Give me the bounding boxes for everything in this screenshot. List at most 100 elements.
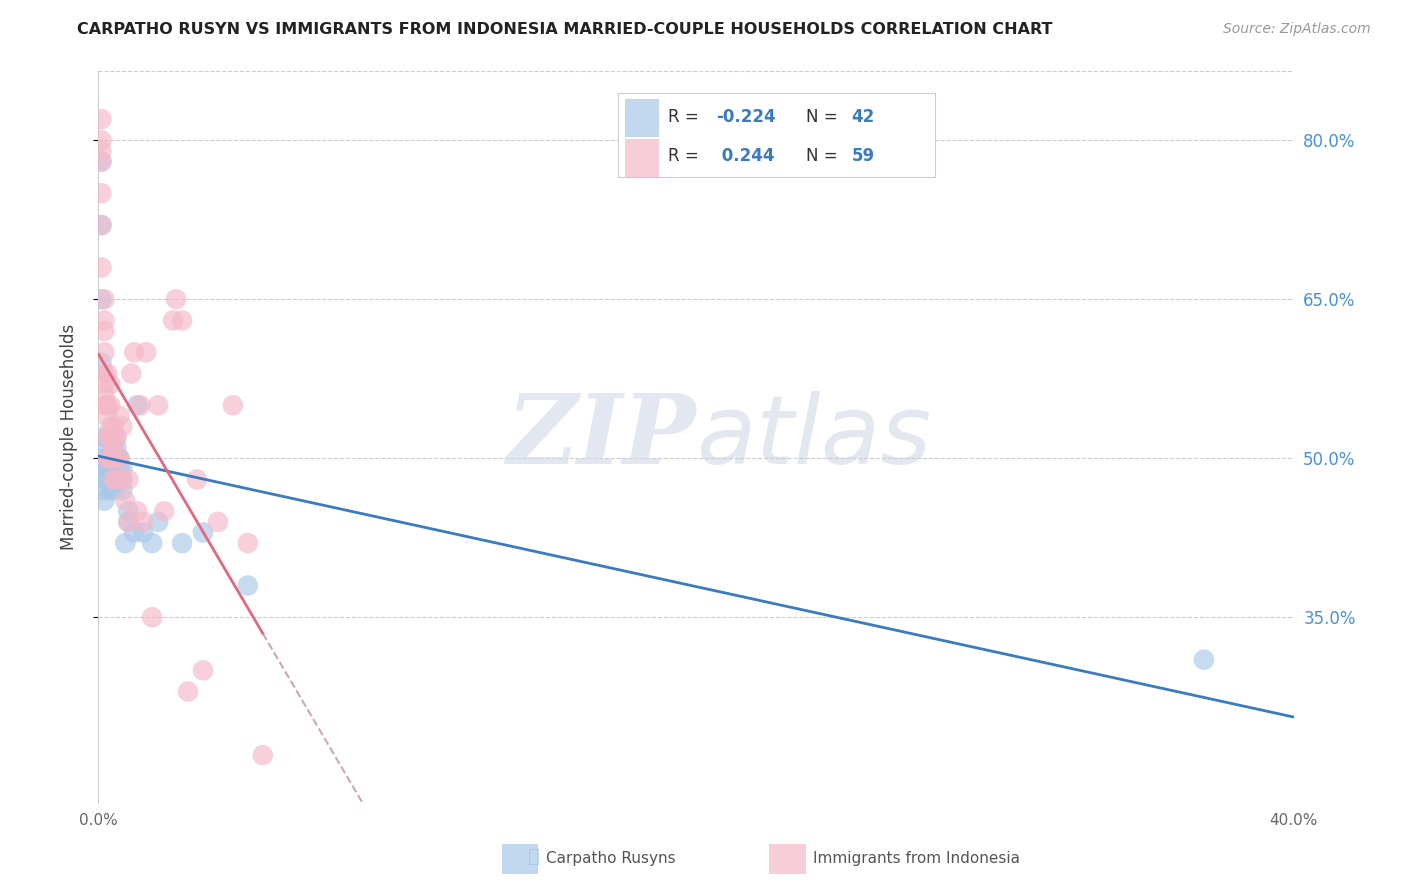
Point	[177, 684, 200, 698]
Point	[162, 313, 184, 327]
Point	[98, 377, 122, 392]
Point	[141, 610, 163, 624]
Point	[103, 473, 125, 487]
Text: -0.224: -0.224	[716, 108, 776, 126]
Point	[191, 663, 214, 677]
Point	[93, 293, 115, 307]
Point	[96, 441, 118, 455]
Text: atlas: atlas	[696, 391, 931, 483]
Point	[93, 493, 115, 508]
Point	[93, 377, 115, 392]
Point	[111, 419, 134, 434]
Point	[90, 186, 112, 201]
Point	[96, 473, 118, 487]
Point	[93, 430, 115, 444]
Point	[135, 345, 157, 359]
Point	[165, 293, 187, 307]
Point	[191, 525, 214, 540]
Point	[127, 398, 149, 412]
Point	[111, 473, 134, 487]
Point	[96, 451, 118, 466]
Point	[114, 536, 136, 550]
Point	[103, 419, 125, 434]
Point	[93, 473, 115, 487]
Point	[98, 451, 122, 466]
Point	[141, 536, 163, 550]
Point	[103, 473, 125, 487]
FancyBboxPatch shape	[619, 94, 935, 178]
Text: 42: 42	[852, 108, 875, 126]
Text: 59: 59	[852, 147, 875, 165]
Y-axis label: Married-couple Households: Married-couple Households	[59, 324, 77, 550]
Point	[129, 398, 152, 412]
Point	[96, 451, 118, 466]
Point	[207, 515, 229, 529]
Point	[93, 483, 115, 497]
FancyBboxPatch shape	[626, 139, 659, 177]
Point	[111, 473, 134, 487]
Point	[172, 536, 194, 550]
Point	[98, 451, 122, 466]
Point	[90, 293, 112, 307]
Point	[108, 451, 131, 466]
Point	[103, 483, 125, 497]
Text: N =: N =	[806, 147, 842, 165]
Point	[148, 398, 170, 412]
Text: ⬜: ⬜	[529, 847, 540, 866]
Point	[111, 483, 134, 497]
Point	[93, 345, 115, 359]
Point	[117, 515, 139, 529]
Point	[108, 462, 131, 476]
Point	[132, 515, 155, 529]
Point	[96, 462, 118, 476]
Point	[96, 430, 118, 444]
Text: 0.244: 0.244	[716, 147, 775, 165]
Point	[117, 473, 139, 487]
Point	[108, 451, 131, 466]
Point	[117, 504, 139, 518]
Text: ZIP: ZIP	[506, 390, 696, 484]
Point	[127, 504, 149, 518]
Point	[90, 356, 112, 370]
Point	[148, 515, 170, 529]
Text: Immigrants from Indonesia: Immigrants from Indonesia	[813, 851, 1019, 865]
Point	[98, 462, 122, 476]
Point	[98, 398, 122, 412]
Point	[90, 260, 112, 275]
Point	[105, 441, 128, 455]
Point	[93, 451, 115, 466]
Text: Carpatho Rusyns: Carpatho Rusyns	[546, 851, 675, 865]
Point	[90, 154, 112, 169]
Text: CARPATHO RUSYN VS IMMIGRANTS FROM INDONESIA MARRIED-COUPLE HOUSEHOLDS CORRELATIO: CARPATHO RUSYN VS IMMIGRANTS FROM INDONE…	[77, 22, 1053, 37]
Point	[90, 154, 112, 169]
Point	[96, 409, 118, 423]
Text: N =: N =	[806, 108, 842, 126]
Point	[90, 218, 112, 232]
Point	[124, 525, 146, 540]
Point	[114, 493, 136, 508]
Point	[222, 398, 245, 412]
Point	[98, 430, 122, 444]
Point	[105, 451, 128, 466]
Point	[93, 462, 115, 476]
Point	[90, 112, 112, 126]
Point	[105, 430, 128, 444]
FancyBboxPatch shape	[626, 99, 659, 137]
Text: R =: R =	[668, 108, 704, 126]
Point	[93, 367, 115, 381]
Point	[93, 324, 115, 338]
Point	[103, 430, 125, 444]
Point	[105, 430, 128, 444]
Point	[120, 367, 142, 381]
Point	[90, 144, 112, 158]
Point	[153, 504, 176, 518]
Point	[108, 409, 131, 423]
Point	[172, 313, 194, 327]
Point	[93, 387, 115, 401]
Text: Source: ZipAtlas.com: Source: ZipAtlas.com	[1223, 22, 1371, 37]
Point	[117, 515, 139, 529]
Point	[98, 419, 122, 434]
Point	[90, 133, 112, 147]
Point	[132, 525, 155, 540]
Text: R =: R =	[668, 147, 704, 165]
